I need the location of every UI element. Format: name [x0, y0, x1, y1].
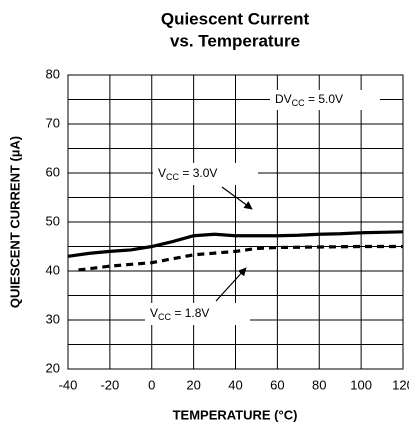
x-tick-label: 20: [186, 377, 200, 392]
annotation-text: V: [150, 306, 158, 320]
annotation: DVCC = 5.0V: [275, 92, 343, 108]
annotation-text: = 3.0V: [179, 166, 217, 180]
x-axis-label: TEMPERATURE (°C): [173, 407, 298, 422]
y-axis-label: QUIESCENT CURRENT (µA): [7, 136, 22, 308]
annotation-text: = 5.0V: [305, 92, 343, 106]
y-tick-label: 50: [46, 213, 60, 228]
annotation-subscript: CC: [292, 98, 305, 108]
x-tick-label: 60: [270, 377, 284, 392]
annotation: VCC = 3.0V: [158, 166, 217, 182]
chart-title: vs. Temperature: [170, 31, 300, 50]
annotation-arrow: [221, 186, 253, 210]
annotation-bg: [145, 303, 250, 325]
annotation-subscript: CC: [158, 312, 171, 322]
annotation-bg: [153, 163, 258, 185]
y-tick-label: 20: [46, 360, 60, 375]
annotation-bg: [270, 90, 380, 110]
y-tick-label: 80: [46, 66, 60, 81]
annotation-subscript: CC: [166, 172, 179, 182]
x-tick-label: 80: [312, 377, 326, 392]
x-tick-label: -20: [100, 377, 119, 392]
annotation-arrow: [215, 267, 247, 302]
annotation: VCC = 1.8V: [150, 306, 209, 322]
data-line: [67, 230, 404, 258]
y-tick-label: 60: [46, 164, 60, 179]
y-tick-label: 40: [46, 262, 60, 277]
annotation-text: DV: [275, 92, 292, 106]
x-tick-label: 100: [350, 377, 372, 392]
x-tick-label: 120: [392, 377, 409, 392]
annotation-text: V: [158, 166, 166, 180]
x-tick-label: -40: [59, 377, 78, 392]
annotation-text: = 1.8V: [171, 306, 209, 320]
y-tick-label: 30: [46, 311, 60, 326]
data-line: [78, 244, 403, 272]
x-tick-label: 0: [148, 377, 155, 392]
y-tick-label: 70: [46, 115, 60, 130]
x-tick-label: 40: [228, 377, 242, 392]
chart-title: Quiescent Current: [161, 9, 310, 28]
